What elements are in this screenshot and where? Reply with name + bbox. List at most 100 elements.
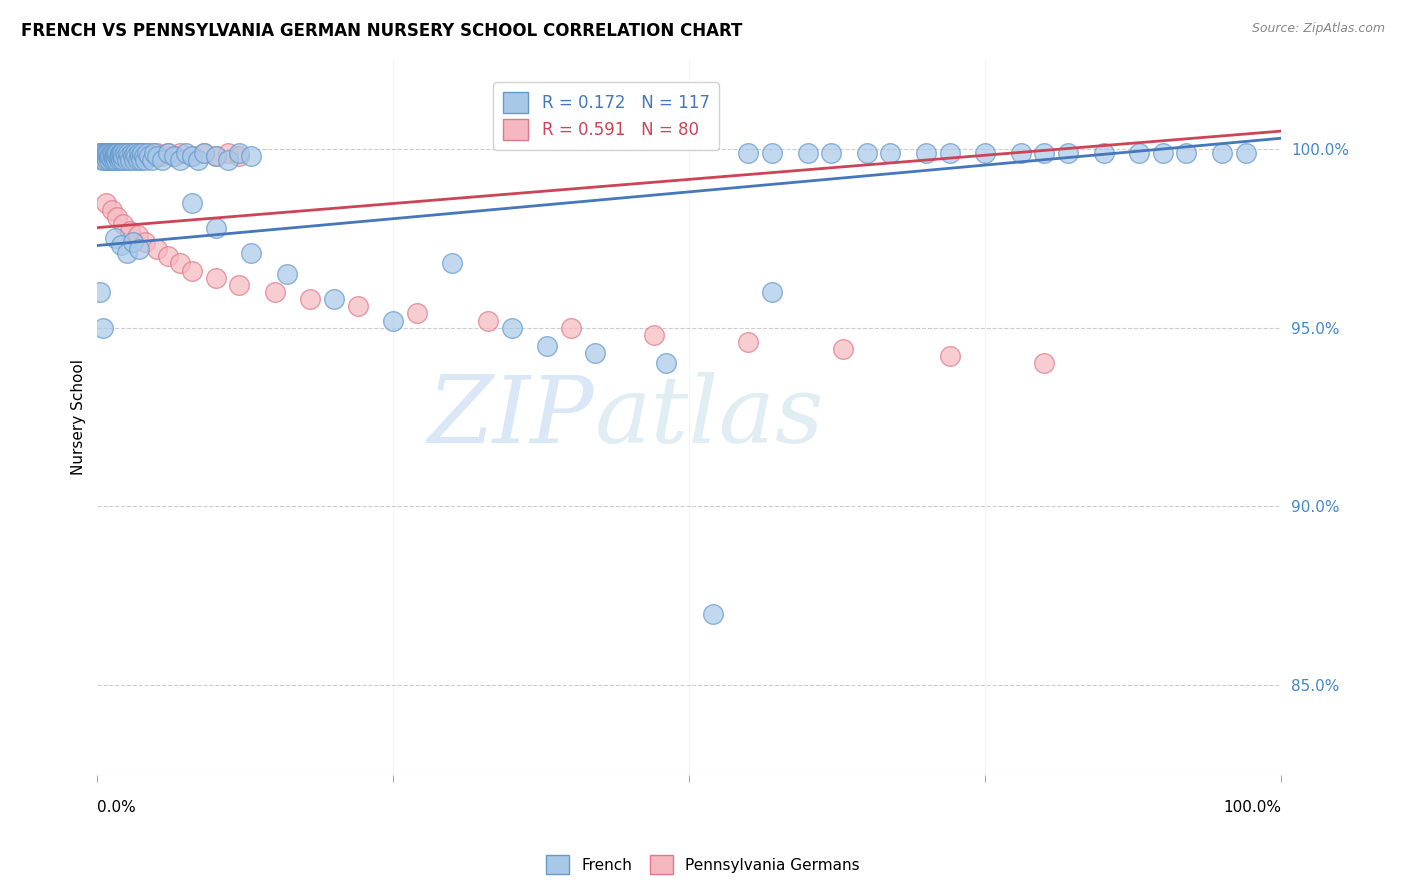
Point bbox=[187, 153, 209, 167]
Point bbox=[105, 153, 128, 167]
Point bbox=[134, 235, 156, 249]
Point bbox=[103, 153, 125, 167]
Point bbox=[111, 149, 134, 163]
Point bbox=[117, 145, 139, 160]
Point bbox=[181, 195, 204, 210]
Point bbox=[107, 149, 129, 163]
Point bbox=[100, 145, 122, 160]
Point bbox=[120, 145, 142, 160]
Point bbox=[163, 149, 186, 163]
Text: FRENCH VS PENNSYLVANIA GERMAN NURSERY SCHOOL CORRELATION CHART: FRENCH VS PENNSYLVANIA GERMAN NURSERY SC… bbox=[21, 22, 742, 40]
Point bbox=[90, 145, 112, 160]
Point bbox=[108, 149, 131, 163]
Point bbox=[938, 145, 960, 160]
Point bbox=[152, 149, 174, 163]
Point bbox=[129, 153, 152, 167]
Point bbox=[122, 149, 145, 163]
Point bbox=[915, 145, 938, 160]
Point bbox=[93, 153, 115, 167]
Point bbox=[108, 149, 131, 163]
Point bbox=[346, 299, 368, 313]
Point bbox=[240, 245, 263, 260]
Point bbox=[228, 145, 250, 160]
Point bbox=[654, 356, 676, 370]
Point bbox=[1057, 145, 1080, 160]
Point bbox=[240, 149, 263, 163]
Point bbox=[136, 145, 159, 160]
Point bbox=[91, 149, 114, 163]
Point bbox=[98, 153, 121, 167]
Point bbox=[114, 145, 136, 160]
Point bbox=[120, 153, 142, 167]
Point bbox=[138, 149, 160, 163]
Point bbox=[107, 149, 129, 163]
Point bbox=[97, 149, 120, 163]
Point bbox=[157, 145, 180, 160]
Point bbox=[832, 342, 855, 356]
Point bbox=[94, 149, 117, 163]
Point bbox=[105, 145, 128, 160]
Point bbox=[1152, 145, 1174, 160]
Point bbox=[90, 149, 112, 163]
Point bbox=[94, 149, 117, 163]
Point bbox=[127, 227, 149, 242]
Point bbox=[536, 338, 558, 352]
Point bbox=[702, 607, 724, 621]
Point bbox=[157, 145, 180, 160]
Point bbox=[121, 235, 143, 249]
Point bbox=[98, 149, 121, 163]
Point bbox=[104, 149, 127, 163]
Point bbox=[110, 145, 132, 160]
Point bbox=[91, 153, 114, 167]
Point bbox=[125, 149, 148, 163]
Point bbox=[169, 256, 191, 270]
Point bbox=[737, 334, 759, 349]
Point bbox=[110, 145, 132, 160]
Text: 0.0%: 0.0% bbox=[97, 799, 136, 814]
Point bbox=[100, 145, 122, 160]
Point bbox=[115, 153, 138, 167]
Point bbox=[111, 149, 134, 163]
Point bbox=[129, 149, 152, 163]
Point bbox=[938, 349, 960, 363]
Text: ZIP: ZIP bbox=[427, 372, 595, 462]
Point bbox=[152, 153, 174, 167]
Point bbox=[93, 145, 115, 160]
Y-axis label: Nursery School: Nursery School bbox=[72, 359, 86, 475]
Point bbox=[89, 145, 111, 160]
Text: atlas: atlas bbox=[595, 372, 824, 462]
Point bbox=[129, 149, 152, 163]
Point bbox=[1211, 145, 1233, 160]
Point bbox=[169, 153, 191, 167]
Point bbox=[112, 217, 135, 231]
Point bbox=[114, 149, 136, 163]
Point bbox=[94, 195, 117, 210]
Point bbox=[129, 145, 152, 160]
Point bbox=[796, 145, 818, 160]
Point bbox=[122, 153, 145, 167]
Point bbox=[91, 145, 114, 160]
Point bbox=[111, 145, 134, 160]
Legend: French, Pennsylvania Germans: French, Pennsylvania Germans bbox=[540, 849, 866, 880]
Point bbox=[145, 149, 167, 163]
Point bbox=[157, 249, 180, 263]
Point bbox=[737, 145, 759, 160]
Point bbox=[89, 285, 111, 299]
Point bbox=[560, 320, 582, 334]
Point bbox=[96, 145, 118, 160]
Point bbox=[382, 313, 405, 327]
Point bbox=[91, 149, 114, 163]
Point bbox=[181, 263, 204, 277]
Point bbox=[145, 145, 167, 160]
Point bbox=[96, 153, 118, 167]
Text: Source: ZipAtlas.com: Source: ZipAtlas.com bbox=[1251, 22, 1385, 36]
Point bbox=[181, 149, 204, 163]
Point bbox=[441, 256, 464, 270]
Point bbox=[121, 145, 143, 160]
Point bbox=[104, 145, 127, 160]
Point bbox=[276, 267, 298, 281]
Point bbox=[103, 145, 125, 160]
Point bbox=[101, 145, 124, 160]
Point bbox=[1092, 145, 1115, 160]
Point bbox=[855, 145, 877, 160]
